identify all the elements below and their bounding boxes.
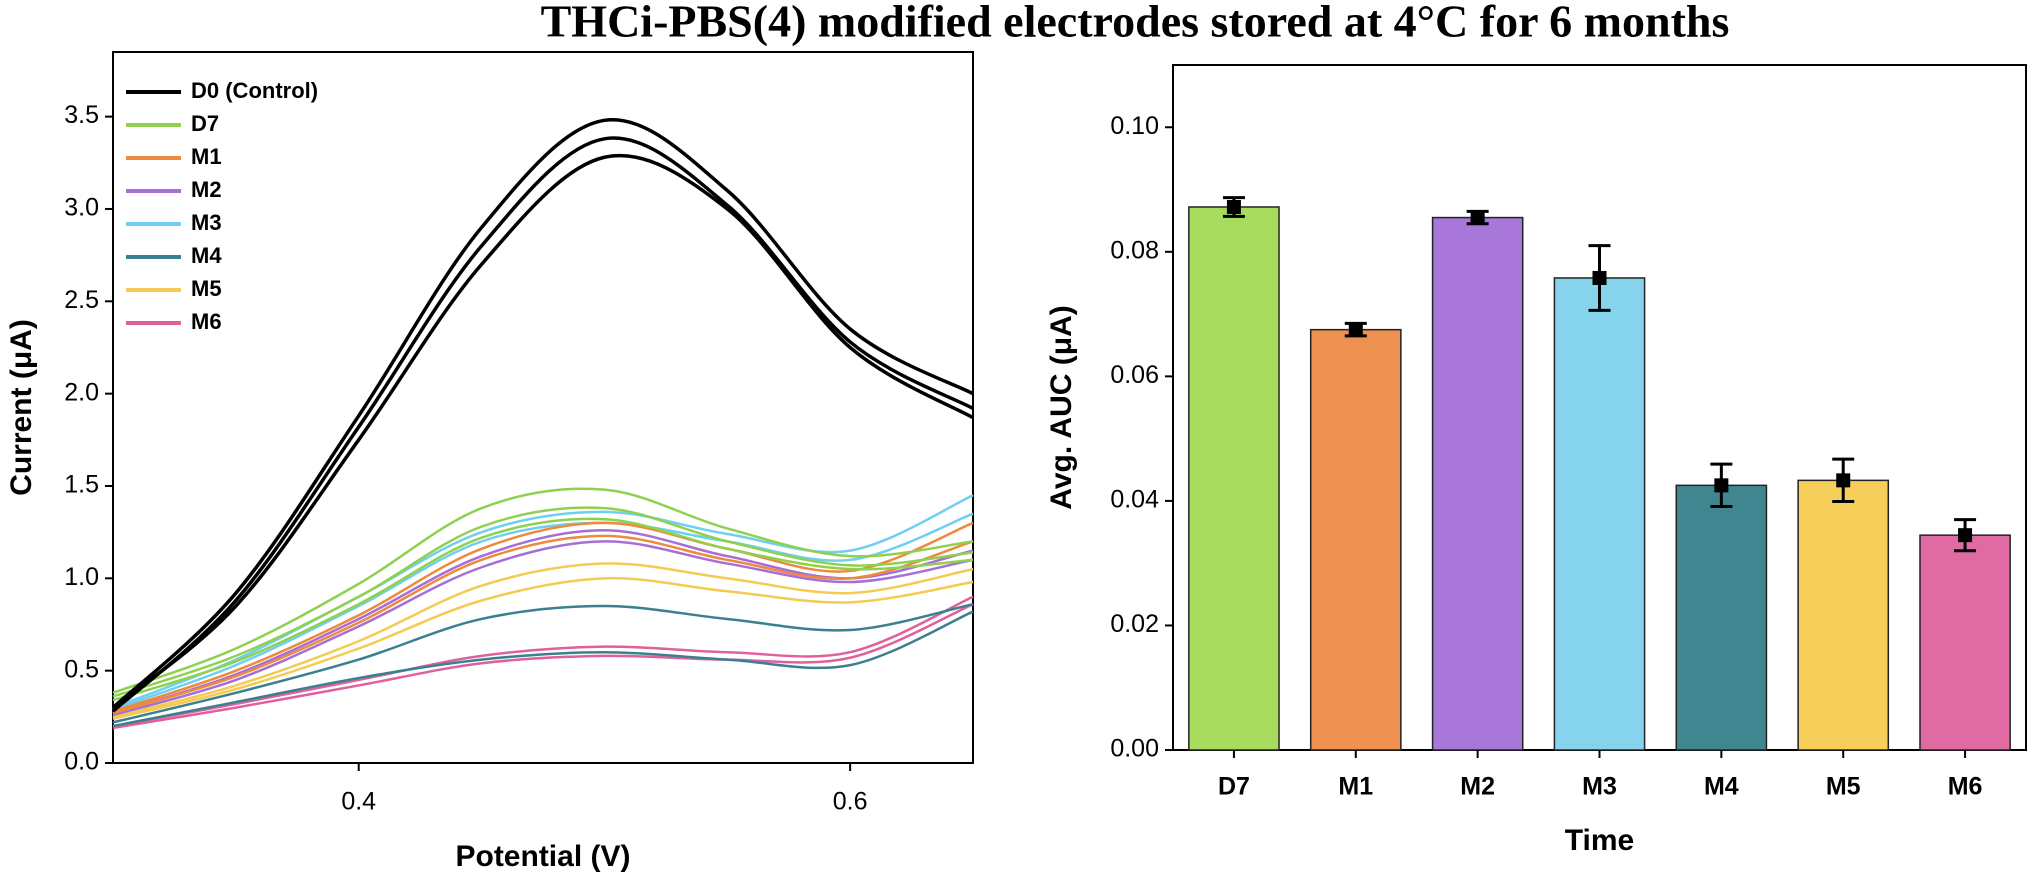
y-tick-label: 1.5 [64,471,99,499]
legend-label: M2 [191,177,222,202]
curve [112,576,974,720]
y-tick-label: 3.0 [64,194,99,222]
curve [111,117,974,709]
legend-label: D7 [191,111,219,136]
mean-marker [1226,199,1241,214]
bar [1919,534,2011,751]
bar [1553,277,1646,751]
mean-marker [1836,473,1851,488]
curve [112,506,974,698]
bar [1431,216,1524,751]
curve [112,603,974,730]
y-tick-label: 0.08 [1110,236,1159,264]
x-tick-label: M5 [1826,773,1861,801]
x-axis-label: Time [1565,824,1634,857]
mean-marker [1714,478,1729,493]
y-tick-label: 0.06 [1110,361,1159,389]
x-tick-label: M4 [1704,773,1739,801]
y-tick-label: 2.5 [64,286,99,314]
curve [111,136,974,713]
curve [112,494,974,709]
y-tick-label: 0.0 [64,748,99,776]
x-tick-label: M1 [1338,773,1373,801]
curve [112,517,974,702]
legend-label: M5 [191,276,222,301]
y-tick-label: 3.5 [64,101,99,129]
curve [112,512,974,711]
mean-marker [1958,528,1973,543]
x-axis-label: Potential (V) [455,840,630,873]
bar [1797,479,1890,751]
curve [112,487,974,694]
y-tick-label: 0.10 [1110,112,1159,140]
curve [112,610,974,728]
bar [1675,484,1768,751]
mean-marker [1592,270,1607,285]
legend-label: M4 [191,243,222,268]
legend-label: M6 [191,309,222,334]
mean-marker [1470,210,1485,225]
curve [112,595,974,728]
x-tick-label: D7 [1218,773,1250,801]
y-axis-label: Current (μA) [5,319,38,496]
y-tick-label: 0.04 [1110,486,1159,514]
x-tick-label: 0.4 [341,788,376,816]
curve [112,529,974,715]
y-tick-label: 0.00 [1110,735,1159,763]
legend-label: D0 (Control) [191,78,318,103]
x-tick-label: M2 [1460,773,1495,801]
y-tick-label: 2.0 [64,378,99,406]
curve [112,521,974,713]
y-tick-label: 0.02 [1110,610,1159,638]
curve [112,534,974,715]
x-tick-label: M6 [1948,773,1983,801]
curve [111,153,974,709]
curve [112,602,974,724]
bar [1309,328,1402,751]
figure-title: THCi-PBS(4) modified electrodes stored a… [541,0,1730,47]
x-tick-label: 0.6 [833,788,868,816]
curve [112,540,974,717]
legend-label: M3 [191,210,222,235]
mean-marker [1348,322,1363,337]
legend-label: M1 [191,144,222,169]
y-axis-label: Avg. AUC (μA) [1045,305,1078,509]
curve [112,562,974,719]
y-tick-label: 0.5 [64,655,99,683]
x-tick-label: M3 [1582,773,1617,801]
y-tick-label: 1.0 [64,563,99,591]
bar [1188,206,1280,751]
